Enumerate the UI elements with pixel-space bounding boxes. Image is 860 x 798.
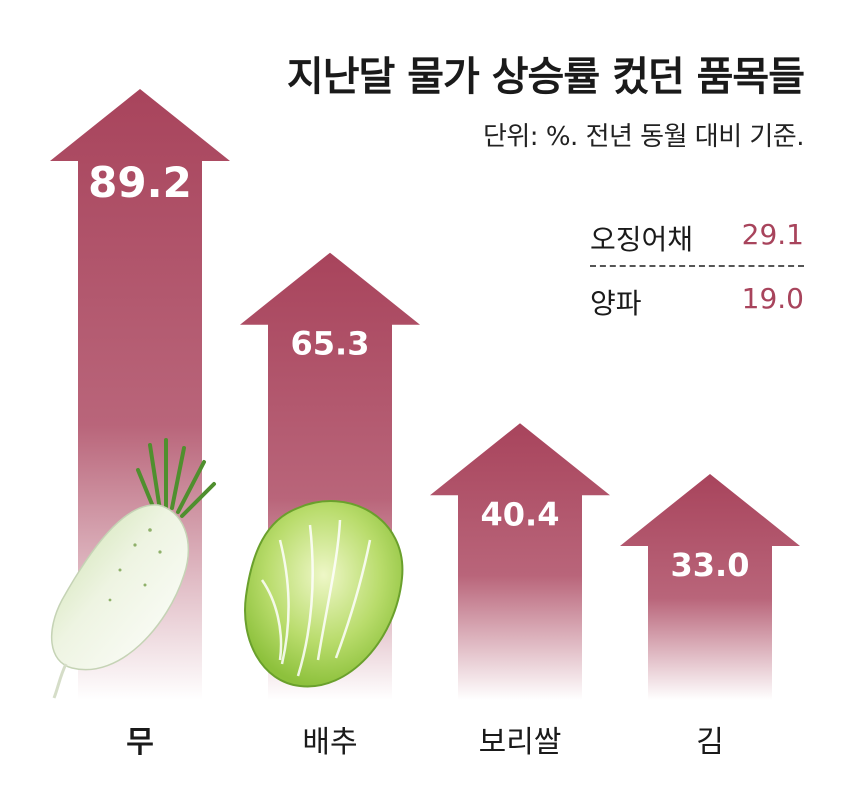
category-label: 보리쌀 xyxy=(479,725,562,760)
radish-illustration xyxy=(50,438,216,699)
bar-value-label: 65.3 xyxy=(291,325,370,363)
extra-item-value: 29.1 xyxy=(741,218,804,251)
category-label: 배추 xyxy=(302,725,357,760)
chart-title: 지난달 물가 상승률 컸던 품목들 xyxy=(286,54,805,100)
bar-value-label: 89.2 xyxy=(88,158,192,207)
extra-item-value: 19.0 xyxy=(741,282,804,315)
dashed-divider xyxy=(590,265,804,267)
arrow-bar xyxy=(620,473,800,700)
arrow-bar xyxy=(430,423,610,700)
extra-item-row: 양파 19.0 xyxy=(590,282,804,322)
bar-value-label: 40.4 xyxy=(481,495,560,533)
extra-item-name: 양파 xyxy=(590,287,642,320)
bar-value-label: 33.0 xyxy=(671,546,750,584)
napa-cabbage-illustration xyxy=(244,500,404,688)
category-label: 김 xyxy=(696,725,724,760)
chart-subtitle: 단위: %. 전년 동월 대비 기준. xyxy=(482,122,805,152)
extra-item-name: 오징어채 xyxy=(590,223,694,256)
category-label: 무 xyxy=(126,725,154,760)
extra-item-row: 오징어채 29.1 xyxy=(590,218,804,258)
